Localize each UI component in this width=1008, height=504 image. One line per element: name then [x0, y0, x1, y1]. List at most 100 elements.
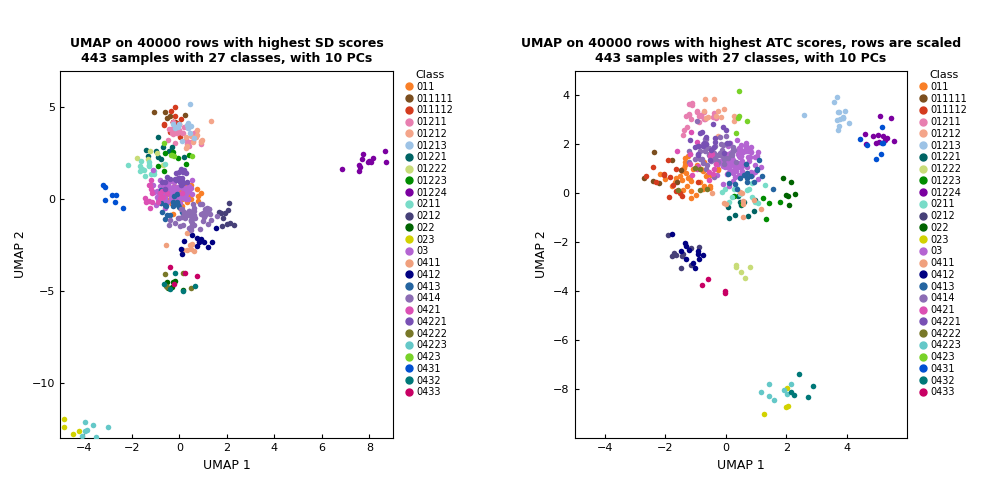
Point — [725, 157, 741, 165]
Point — [213, 209, 229, 217]
Point — [169, 190, 185, 198]
Point — [136, 172, 152, 180]
Point — [162, 125, 178, 134]
Point — [753, 163, 769, 171]
Point — [173, 193, 190, 201]
Point — [780, 192, 796, 200]
Point — [165, 118, 181, 126]
Point — [155, 161, 171, 169]
Point — [163, 200, 179, 208]
Point — [140, 155, 156, 163]
Point — [744, 170, 760, 178]
Point — [704, 147, 720, 155]
Point — [72, 427, 88, 435]
Point — [704, 149, 720, 157]
Point — [872, 112, 888, 120]
Point — [644, 163, 660, 171]
Point — [161, 184, 177, 193]
Point — [672, 265, 688, 273]
Point — [697, 115, 713, 123]
Point — [724, 156, 740, 164]
Point — [177, 111, 194, 119]
Point — [167, 112, 183, 120]
Point — [727, 211, 743, 219]
Point — [663, 156, 679, 164]
Point — [688, 106, 705, 114]
Point — [682, 150, 699, 158]
Point — [724, 158, 740, 166]
Point — [161, 285, 177, 293]
Point — [720, 139, 736, 147]
Point — [174, 179, 191, 187]
Point — [150, 195, 166, 203]
Point — [167, 197, 183, 205]
Point — [720, 142, 736, 150]
Point — [179, 192, 196, 200]
Point — [108, 192, 124, 200]
Point — [650, 179, 666, 187]
Point — [174, 177, 191, 185]
Point — [177, 136, 194, 144]
Point — [699, 135, 715, 143]
Point — [86, 420, 102, 428]
Point — [215, 214, 231, 222]
Point — [178, 209, 195, 217]
Point — [196, 213, 212, 221]
Legend: 011, 011111, 011112, 01211, 01212, 01213, 01221, 01222, 01223, 01224, 0211, 0212: 011, 011111, 011112, 01211, 01212, 01213… — [918, 68, 970, 399]
Point — [678, 112, 695, 120]
Point — [692, 178, 709, 186]
Point — [746, 196, 762, 204]
Point — [668, 178, 684, 186]
Point — [753, 205, 769, 213]
Point — [174, 173, 191, 181]
Point — [133, 165, 149, 173]
Point — [151, 197, 167, 205]
Point — [710, 151, 726, 159]
Point — [715, 122, 731, 131]
Point — [717, 289, 733, 297]
Point — [174, 188, 191, 196]
Point — [166, 219, 182, 227]
Point — [711, 157, 727, 165]
Point — [183, 122, 200, 130]
Point — [164, 120, 180, 128]
Point — [714, 188, 730, 197]
Point — [182, 184, 199, 193]
Point — [717, 287, 733, 295]
Point — [703, 157, 719, 165]
Point — [360, 158, 376, 166]
Point — [676, 154, 692, 162]
Point — [783, 380, 799, 388]
Point — [178, 178, 195, 186]
Point — [166, 185, 182, 193]
Point — [835, 114, 851, 122]
Point — [77, 427, 93, 435]
Point — [734, 148, 750, 156]
Point — [731, 163, 747, 171]
Point — [183, 223, 200, 231]
Point — [186, 204, 203, 212]
Point — [712, 150, 728, 158]
Point — [713, 151, 729, 159]
Point — [695, 143, 711, 151]
Point — [180, 182, 197, 190]
Point — [672, 190, 688, 198]
Point — [715, 146, 731, 154]
Point — [667, 165, 683, 173]
Point — [750, 175, 766, 183]
Point — [692, 164, 709, 172]
Point — [874, 139, 890, 147]
Point — [168, 168, 184, 176]
Point — [879, 134, 895, 142]
Point — [738, 139, 754, 147]
Point — [723, 154, 739, 162]
Point — [150, 187, 166, 196]
Point — [697, 115, 713, 123]
Point — [220, 220, 236, 228]
Point — [689, 151, 706, 159]
Point — [829, 116, 845, 124]
Point — [168, 129, 184, 137]
Point — [720, 169, 736, 177]
Point — [165, 178, 181, 186]
Point — [674, 175, 690, 183]
